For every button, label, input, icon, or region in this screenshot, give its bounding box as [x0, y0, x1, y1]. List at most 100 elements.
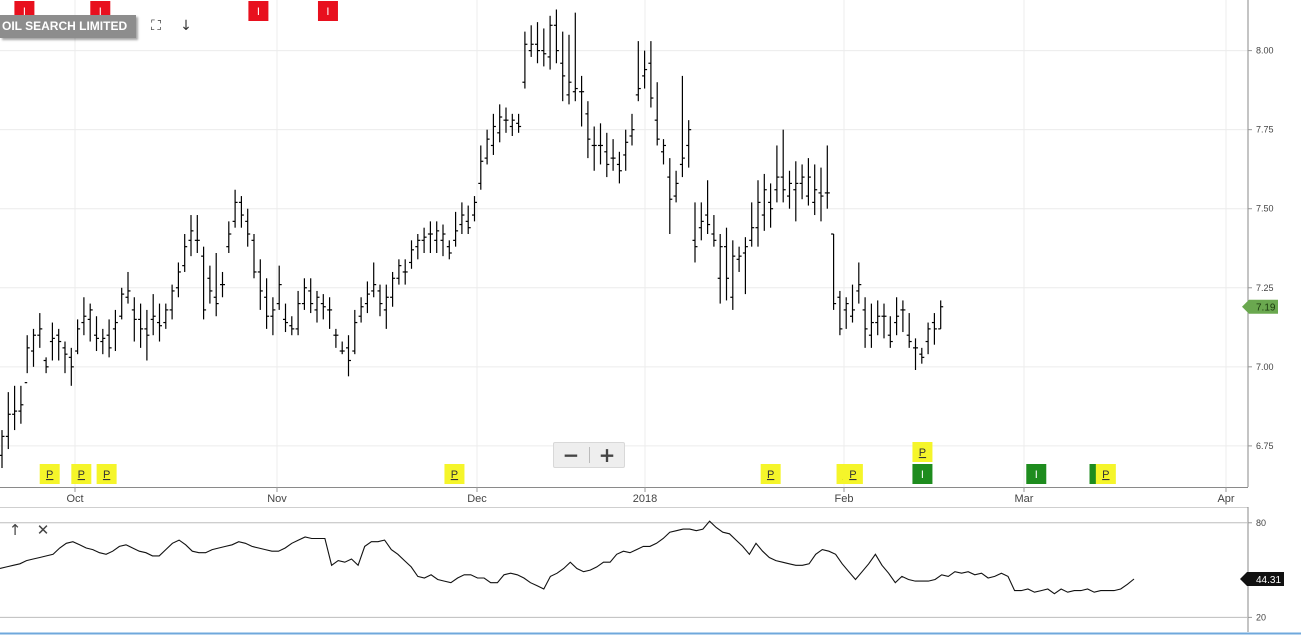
- ohlc-bar: [270, 297, 276, 336]
- ohlc-bar: [629, 113, 635, 146]
- marker-box: [912, 464, 933, 484]
- ohlc-bar: [194, 215, 200, 253]
- ohlc-bar: [478, 145, 484, 190]
- x-tick-label: 2018: [633, 493, 657, 505]
- price-bars: [0, 9, 944, 469]
- ohlc-bar: [31, 328, 36, 367]
- event-marker[interactable]: P: [1095, 464, 1116, 484]
- ohlc-bar: [541, 28, 547, 67]
- y-tick-label: 7.00: [1256, 362, 1274, 372]
- ohlc-bar: [824, 145, 830, 209]
- zoom-in-button[interactable]: +: [598, 443, 616, 467]
- marker-box: [912, 442, 933, 462]
- ohlc-bar: [931, 313, 937, 345]
- ohlc-bar: [213, 252, 219, 317]
- ohlc-bar: [711, 215, 717, 247]
- osc-tick-label: 80: [1256, 518, 1266, 528]
- y-tick-label: 7.25: [1256, 283, 1274, 293]
- event-marker[interactable]: I: [912, 464, 933, 484]
- marker-box: [760, 464, 781, 484]
- ohlc-bar: [673, 170, 679, 203]
- zoom-out-button[interactable]: −: [562, 443, 580, 467]
- ohlc-bar: [94, 316, 99, 352]
- ohlc-bar: [472, 196, 477, 222]
- x-tick-label: Dec: [467, 493, 487, 505]
- ohlc-bar: [566, 34, 572, 105]
- ohlc-bar: [503, 107, 509, 133]
- event-markers[interactable]: PPPPPPPIIPPIIII: [14, 1, 1116, 484]
- ohlc-bar: [598, 123, 603, 165]
- close-icon[interactable]: ✕: [36, 521, 50, 539]
- ohlc-bar: [12, 385, 18, 431]
- ohlc-bar: [49, 322, 55, 361]
- ohlc-bar: [635, 41, 641, 102]
- ohlc-bar: [327, 297, 333, 329]
- x-tick-label: Nov: [267, 493, 287, 505]
- marker-box: [317, 1, 338, 21]
- ohlc-bar: [257, 259, 263, 310]
- ohlc-bar: [560, 31, 566, 102]
- ohlc-bar: [805, 158, 811, 206]
- ohlc-bar: [623, 129, 629, 171]
- ohlc-bar: [717, 234, 723, 304]
- ohlc-bar: [81, 297, 87, 336]
- ohlc-bar: [0, 430, 5, 469]
- marker-label: I: [257, 6, 260, 18]
- arrow-up-icon[interactable]: ↑: [8, 521, 22, 539]
- ohlc-bar: [881, 303, 887, 339]
- ohlc-bar: [572, 12, 578, 102]
- ohlc-bar: [761, 173, 767, 231]
- marker-label: P: [919, 447, 926, 459]
- event-marker[interactable]: P: [912, 442, 933, 462]
- ohlc-bar: [390, 271, 396, 307]
- ohlc-bar: [698, 202, 704, 241]
- event-marker[interactable]: P: [842, 464, 863, 484]
- event-marker[interactable]: P: [760, 464, 781, 484]
- ohlc-bar: [37, 313, 43, 348]
- marker-label: I: [326, 6, 329, 18]
- ohlc-bar: [887, 316, 893, 348]
- last-value-tag: 44.31: [1240, 572, 1284, 587]
- marker-label: P: [1102, 469, 1109, 481]
- event-marker[interactable]: P: [444, 464, 465, 484]
- event-marker[interactable]: P: [39, 464, 60, 484]
- ohlc-bar: [301, 278, 307, 310]
- ohlc-bar: [138, 303, 144, 348]
- ohlc-bar: [131, 297, 137, 342]
- marker-box: [1026, 464, 1047, 484]
- ohlc-bar: [182, 234, 188, 272]
- ohlc-bar: [742, 237, 748, 295]
- event-marker[interactable]: I: [317, 1, 338, 21]
- ohlc-bar: [919, 347, 925, 364]
- ohlc-bar: [251, 234, 257, 279]
- marker-box: [39, 464, 60, 484]
- ohlc-bar: [868, 303, 874, 348]
- ohlc-bar: [894, 297, 900, 336]
- ohlc-bar: [87, 303, 93, 342]
- event-marker[interactable]: P: [71, 464, 92, 484]
- ohlc-bar: [667, 158, 673, 235]
- ohlc-bar: [295, 290, 301, 336]
- ohlc-bar: [339, 341, 345, 355]
- ohlc-bar: [768, 183, 774, 228]
- y-tick-label: 8.00: [1256, 46, 1274, 56]
- marker-label: P: [78, 469, 85, 481]
- ohlc-bar: [818, 167, 824, 222]
- marker-box: [71, 464, 92, 484]
- ohlc-bar: [913, 338, 918, 370]
- marker-label: P: [46, 469, 53, 481]
- ohlc-bar: [642, 50, 648, 89]
- date-axis: Oct Nov Dec 2018 Feb Mar Apr: [66, 487, 1235, 505]
- ohlc-bar: [661, 139, 666, 165]
- arrow-down-icon[interactable]: ↓: [180, 18, 192, 34]
- event-marker[interactable]: I: [1026, 464, 1047, 484]
- ohlc-bar: [705, 180, 711, 235]
- ohlc-bar: [780, 129, 786, 203]
- ohlc-bar: [150, 294, 156, 336]
- event-marker[interactable]: P: [96, 464, 117, 484]
- ohlc-bar: [333, 328, 339, 348]
- event-marker[interactable]: I: [248, 1, 269, 21]
- marker-label: P: [849, 469, 856, 481]
- fullscreen-icon[interactable]: ⛶: [151, 18, 161, 34]
